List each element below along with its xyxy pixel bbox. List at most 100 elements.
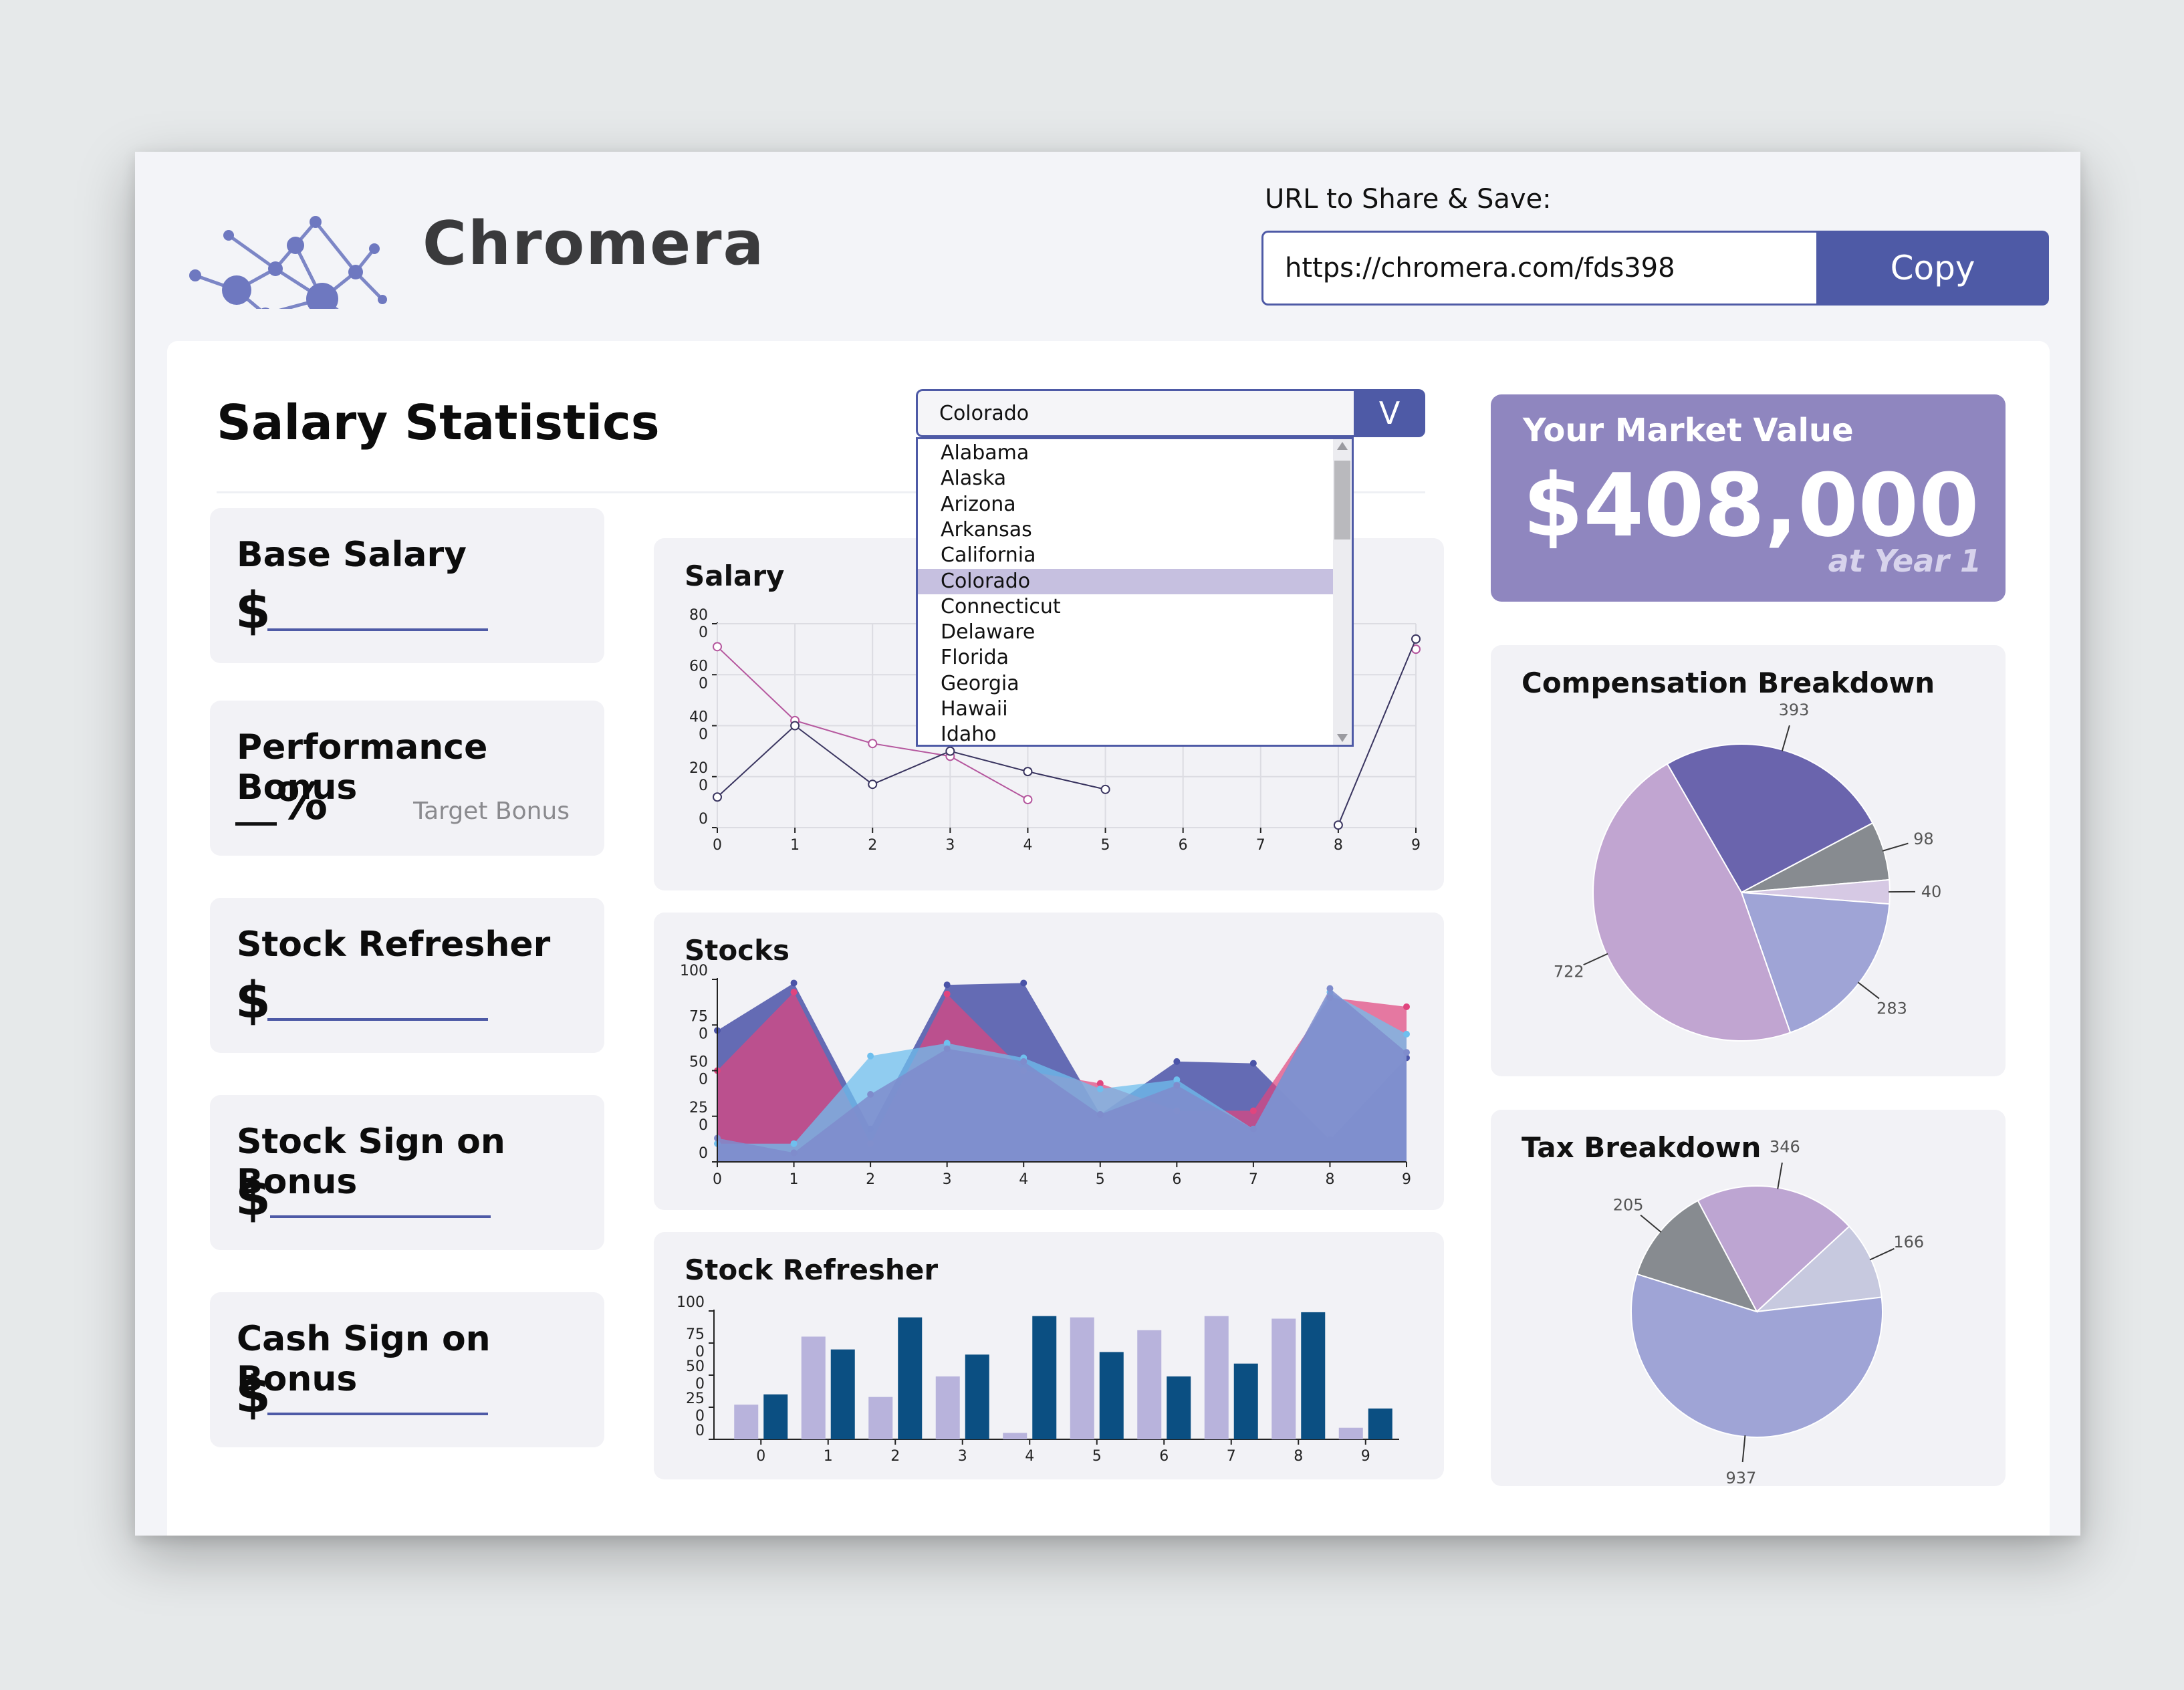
y-tick-label: 0	[699, 624, 708, 641]
base-salary-label: Base Salary	[237, 535, 467, 575]
slice-label: 205	[1613, 1195, 1644, 1214]
y-tick-label: 0	[699, 811, 708, 828]
data-point	[790, 1140, 798, 1147]
performance-bonus-label: Performance Bonus	[237, 727, 488, 808]
data-point	[790, 721, 800, 731]
copy-button[interactable]: Copy	[1816, 231, 2049, 306]
y-tick-label: 0	[699, 1145, 708, 1162]
molecule-logo-icon	[189, 216, 387, 329]
x-tick-label: 4	[1023, 837, 1032, 854]
data-point	[943, 990, 951, 997]
scroll-up-icon[interactable]	[1337, 442, 1348, 450]
stock-sign-on-currency: $	[235, 1167, 271, 1227]
data-point	[1100, 784, 1110, 794]
x-tick-label: 1	[790, 837, 800, 854]
brand-logo[interactable]: Chromera	[189, 182, 763, 329]
leader-line	[1640, 1214, 1662, 1233]
stocks-chart-card: Stocks 0 25 0 50 0 75 0 100 0 1 2 3 4 5 6 7 8 9	[654, 913, 1444, 1210]
data-point	[790, 989, 798, 996]
scrollbar-thumb[interactable]	[1334, 461, 1350, 539]
state-option[interactable]: Arkansas	[941, 517, 1032, 541]
state-option[interactable]: Connecticut	[941, 594, 1061, 618]
data-point	[790, 1149, 798, 1157]
data-point	[1096, 1085, 1104, 1092]
x-tick-label: 3	[943, 1171, 952, 1188]
y-tick-label: 100	[680, 963, 708, 979]
x-tick-label: 8	[1334, 837, 1343, 854]
data-point	[868, 739, 878, 749]
data-point	[867, 1052, 874, 1060]
market-value-card: Your Market Value $408,000 at Year 1	[1491, 394, 2006, 602]
y-tick-label: 60	[689, 658, 708, 675]
x-tick-label: 5	[1096, 1171, 1105, 1188]
x-tick-label: 4	[1019, 1171, 1028, 1188]
x-tick-label: 6	[1159, 1448, 1169, 1465]
state-option[interactable]: Arizona	[941, 492, 1016, 516]
tax-pie-chart: 346 166 937 205	[1613, 1138, 1924, 1486]
scroll-down-icon[interactable]	[1337, 734, 1348, 742]
state-list-scrollbar[interactable]	[1333, 439, 1352, 745]
bar	[1099, 1352, 1124, 1439]
y-tick-label: 50	[686, 1358, 705, 1375]
x-tick-label: 7	[1256, 837, 1265, 854]
leader-line	[1583, 953, 1608, 966]
data-point	[1173, 1076, 1181, 1084]
bar	[830, 1349, 855, 1439]
state-select-value[interactable]: Colorado	[916, 389, 1354, 437]
data-point	[1096, 1080, 1104, 1087]
data-point	[1403, 1049, 1410, 1056]
share-url-input[interactable]	[1261, 231, 1816, 306]
data-point	[713, 642, 722, 652]
x-tick-label: 3	[945, 837, 955, 854]
stock-refresher-chart-card: Stock Refresher 0 25 0 50 0 75 0 100 0 1 2 3 4 5 6 7 8 9	[654, 1232, 1444, 1479]
state-option[interactable]: Delaware	[941, 620, 1036, 644]
data-point	[943, 1045, 951, 1052]
slice-label: 346	[1770, 1138, 1800, 1157]
bar	[1368, 1408, 1392, 1439]
x-tick-label: 0	[713, 1171, 722, 1188]
stock-refresher-field[interactable]	[267, 1018, 488, 1021]
market-value-label: Your Market Value	[1523, 412, 1854, 449]
state-option[interactable]: Georgia	[941, 671, 1019, 695]
state-option[interactable]: Alaska	[941, 467, 1007, 491]
bar	[1167, 1376, 1191, 1439]
data-point	[943, 1040, 951, 1047]
y-tick-label: 0	[699, 777, 708, 794]
state-select[interactable]: Colorado V	[916, 389, 1425, 437]
state-option[interactable]: Hawaii	[941, 697, 1008, 721]
stock-sign-on-card: Stock Sign on Bonus $	[210, 1095, 604, 1250]
y-tick-label: 50	[689, 1054, 708, 1071]
tax-breakdown-title: Tax Breakdown	[1522, 1131, 1762, 1164]
x-tick-label: 1	[790, 1171, 799, 1188]
performance-bonus-card: Performance Bonus % Target Bonus	[210, 701, 604, 856]
data-point	[1333, 820, 1343, 830]
performance-bonus-field[interactable]	[235, 775, 277, 826]
x-tick-label: 5	[1101, 837, 1110, 854]
cash-sign-on-field[interactable]	[267, 1413, 488, 1415]
base-salary-currency: $	[235, 580, 271, 640]
x-tick-label: 6	[1179, 837, 1188, 854]
base-salary-field[interactable]	[267, 628, 488, 631]
compensation-breakdown-title: Compensation Breakdown	[1522, 667, 1935, 699]
data-point	[1096, 1111, 1104, 1118]
state-option[interactable]: California	[941, 544, 1036, 568]
stock-sign-on-field[interactable]	[270, 1215, 491, 1218]
compensation-pie-chart: 393 98 40 283 722	[1554, 701, 1941, 1042]
data-point	[790, 979, 798, 987]
y-tick-label: 75	[689, 1008, 708, 1025]
x-tick-label: 0	[756, 1448, 765, 1465]
state-option[interactable]: Florida	[941, 646, 1009, 670]
leader-line	[1857, 981, 1880, 999]
stock-sign-on-label: Stock Sign on Bonus	[237, 1122, 505, 1202]
state-option[interactable]: Idaho	[941, 723, 997, 747]
bar	[965, 1354, 989, 1439]
data-point	[1173, 1058, 1181, 1065]
state-option[interactable]: Colorado	[918, 568, 1335, 594]
data-point	[1411, 634, 1421, 644]
slice-label: 937	[1726, 1469, 1757, 1486]
state-option[interactable]: Alabama	[941, 441, 1029, 465]
state-select-toggle[interactable]: V	[1354, 389, 1425, 437]
x-tick-label: 0	[713, 837, 722, 854]
main-panel: Salary Statistics Base Salary $ Performa…	[167, 341, 2050, 1536]
bar	[1204, 1316, 1229, 1439]
